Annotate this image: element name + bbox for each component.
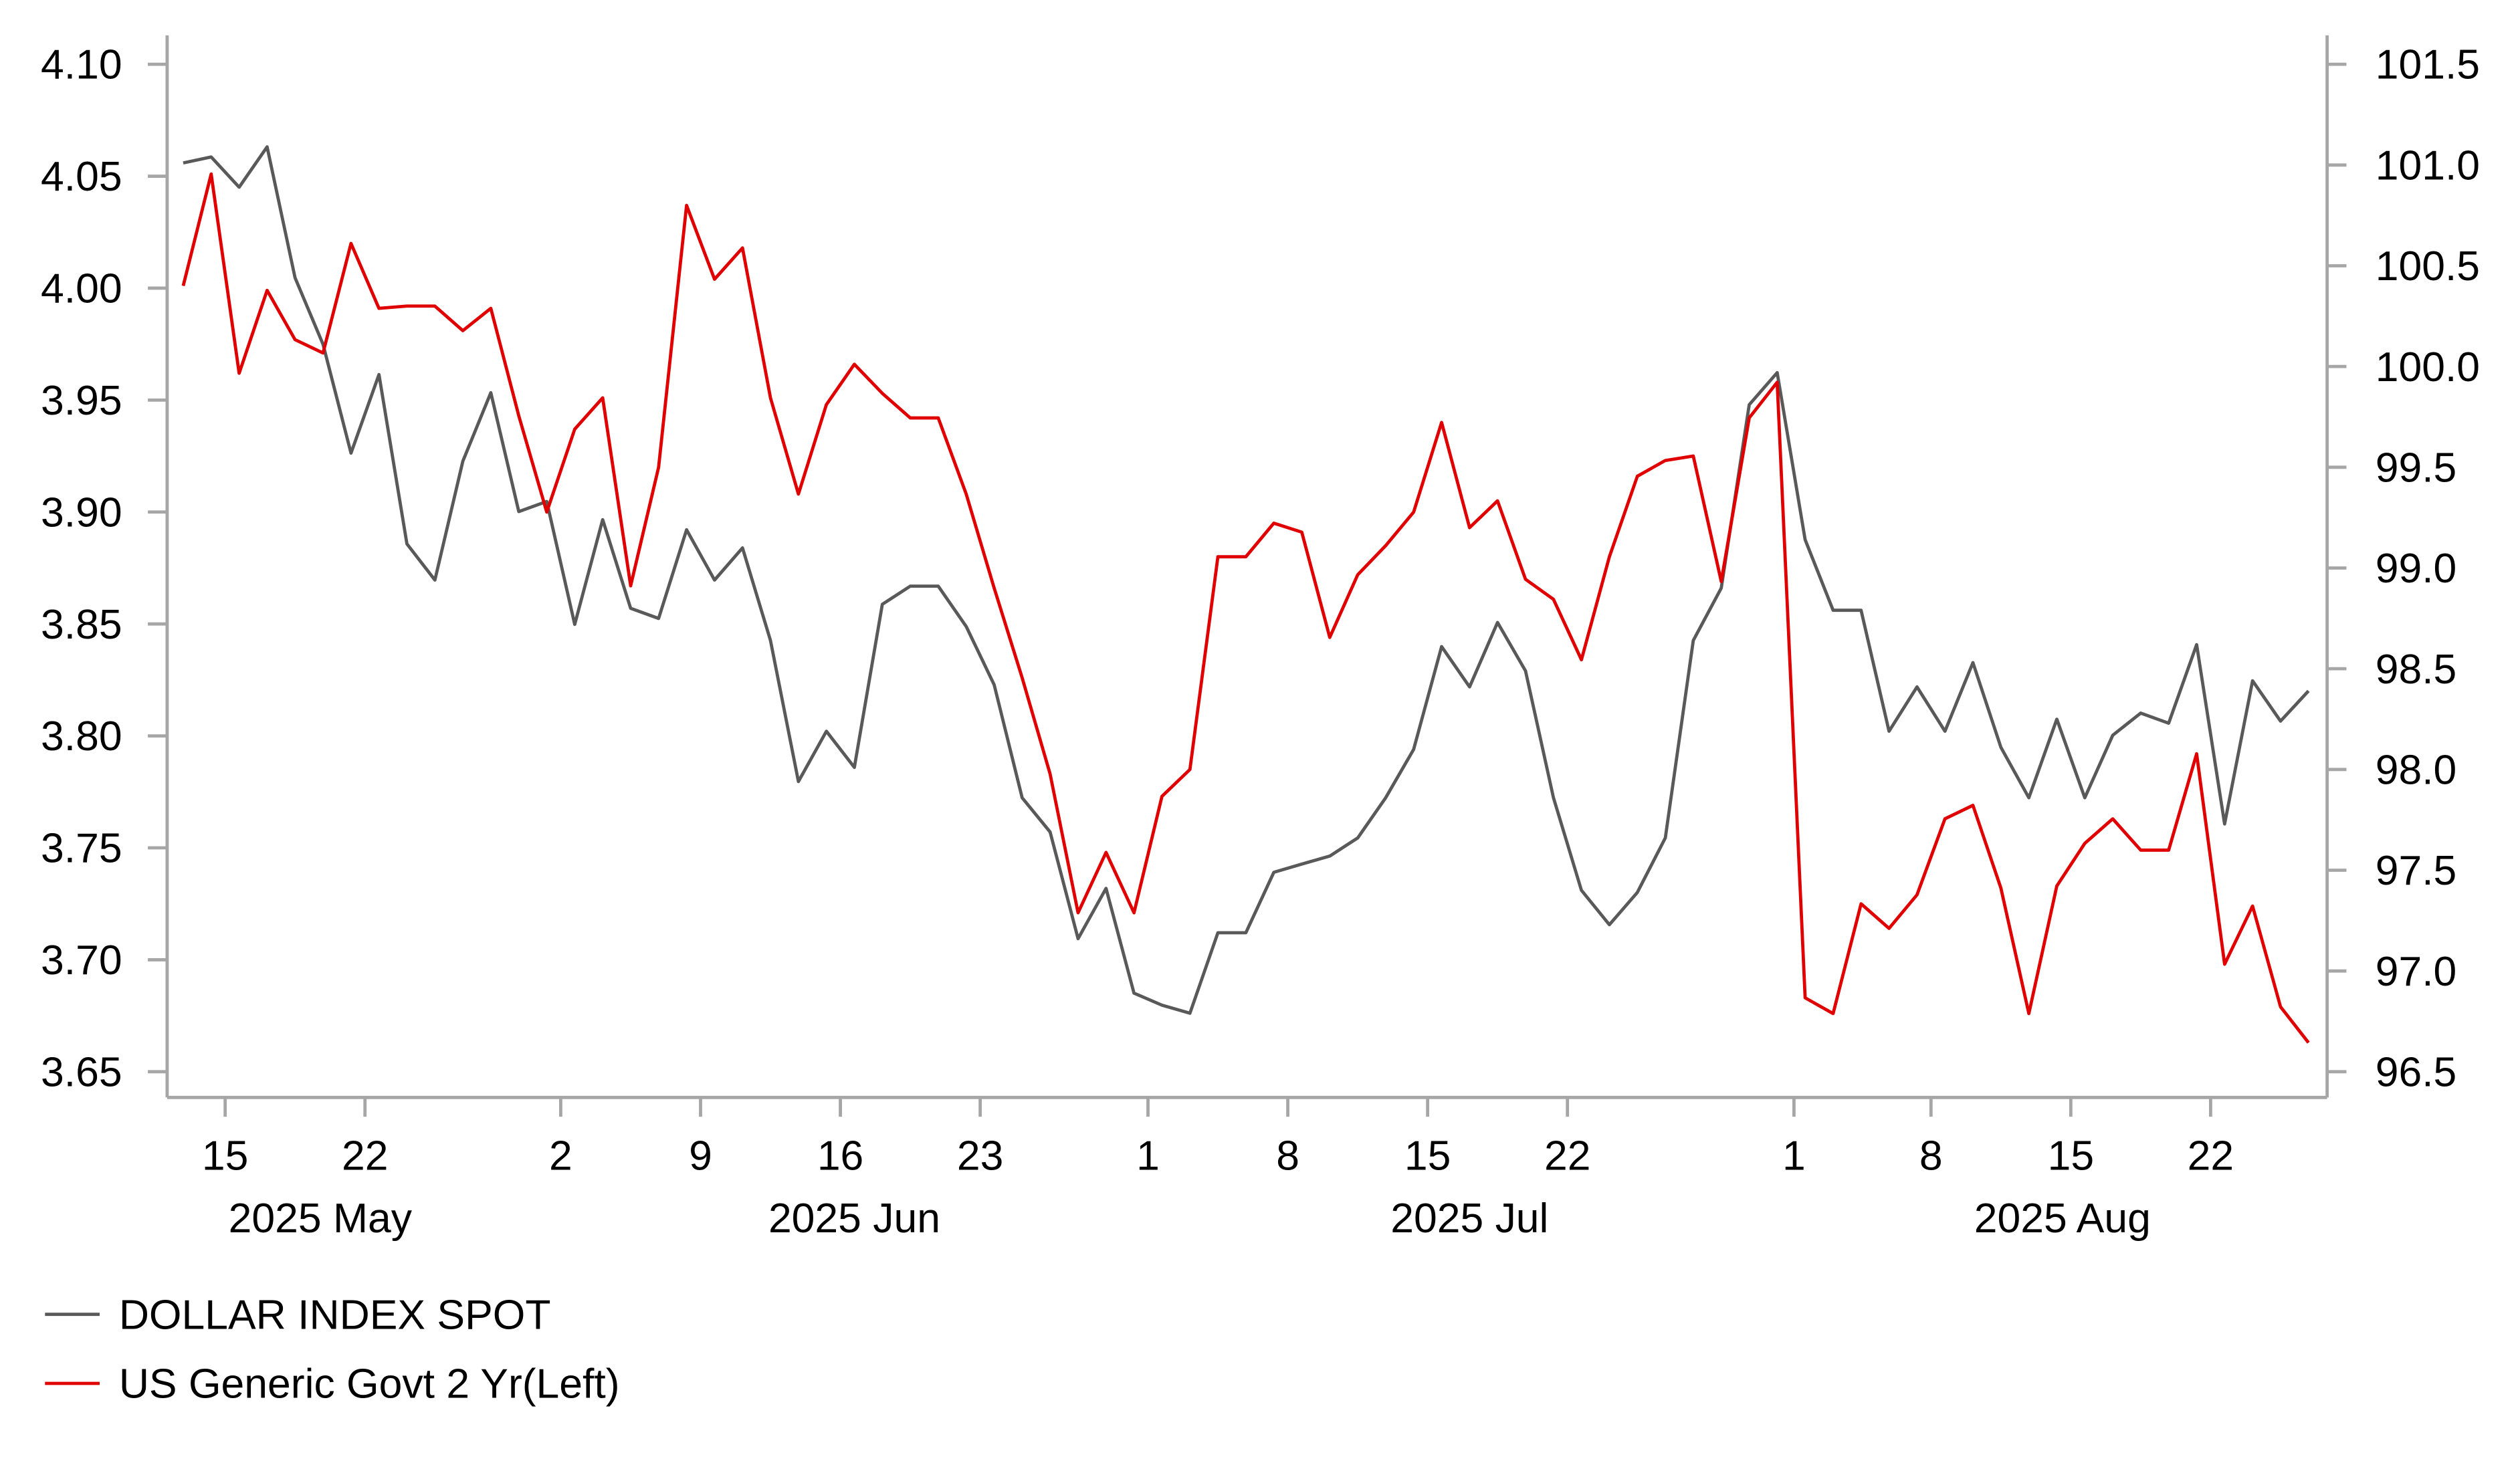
right-axis-tick-label: 98.0 (2376, 746, 2457, 793)
legend: DOLLAR INDEX SPOT US Generic Govt 2 Yr(L… (45, 1291, 620, 1407)
dollar-index-line (183, 145, 2310, 1015)
x-axis-tick-label: 22 (1544, 1132, 1590, 1179)
x-axis-tick-label: 1 (1782, 1132, 1806, 1179)
right-axis-tick-label: 101.5 (2376, 41, 2480, 88)
x-axis-tick-label: 9 (689, 1132, 712, 1179)
right-axis-tick-label: 98.5 (2376, 646, 2457, 693)
x-axis-tick-label: 16 (817, 1132, 863, 1179)
left-axis-tick-label: 4.10 (41, 41, 122, 88)
right-axis-tick-label: 100.5 (2376, 243, 2480, 290)
x-axis-tick-label: 22 (342, 1132, 388, 1179)
x-axis-tick-label: 22 (2188, 1132, 2234, 1179)
x-axis-month-label: 2025 Aug (1974, 1195, 2151, 1242)
left-axis-tick-label: 3.85 (41, 601, 122, 648)
right-axis-tick-label: 96.5 (2376, 1048, 2457, 1095)
left-axis-tick-label: 4.05 (41, 153, 122, 200)
left-axis-tick-label: 3.65 (41, 1048, 122, 1095)
x-axis-tick-label: 15 (2048, 1132, 2094, 1179)
legend-label-us-2yr: US Generic Govt 2 Yr(Left) (119, 1361, 620, 1407)
series-lines (181, 145, 2310, 1044)
us-2yr-yield-line (181, 172, 2310, 1044)
x-axis-tick-label: 23 (957, 1132, 1003, 1179)
axes: 4.10 4.05 4.00 3.95 3.90 3.85 3.80 3.75 3.70 3.65… (41, 35, 2480, 1242)
right-axis-tick-label: 100.0 (2376, 344, 2480, 390)
left-axis-tick-label: 3.70 (41, 937, 122, 984)
x-axis-month-label: 2025 May (229, 1195, 413, 1242)
right-axis-tick-label: 97.0 (2376, 948, 2457, 995)
x-axis-tick-label: 15 (202, 1132, 248, 1179)
x-axis-month-label: 2025 Jul (1390, 1195, 1548, 1242)
x-axis-month-label: 2025 Jun (768, 1195, 940, 1242)
right-axis-tick-label: 99.0 (2376, 545, 2457, 592)
right-axis-tick-label: 99.5 (2376, 444, 2457, 491)
legend-label-dollar-index: DOLLAR INDEX SPOT (119, 1291, 551, 1338)
x-axis-tick-label: 1 (1136, 1132, 1160, 1179)
x-axis-tick-label: 8 (1276, 1132, 1299, 1179)
left-axis-tick-label: 3.80 (41, 713, 122, 760)
x-axis-tick-label: 8 (1919, 1132, 1943, 1179)
right-axis-tick-label: 101.0 (2376, 142, 2480, 189)
x-axis-tick-label: 15 (1404, 1132, 1451, 1179)
left-axis-tick-label: 4.00 (41, 265, 122, 312)
left-axis-tick-label: 3.90 (41, 489, 122, 536)
left-axis-tick-label: 3.95 (41, 377, 122, 424)
x-axis-tick-label: 2 (549, 1132, 572, 1179)
left-axis-tick-label: 3.75 (41, 825, 122, 872)
right-axis-tick-label: 97.5 (2376, 847, 2457, 894)
